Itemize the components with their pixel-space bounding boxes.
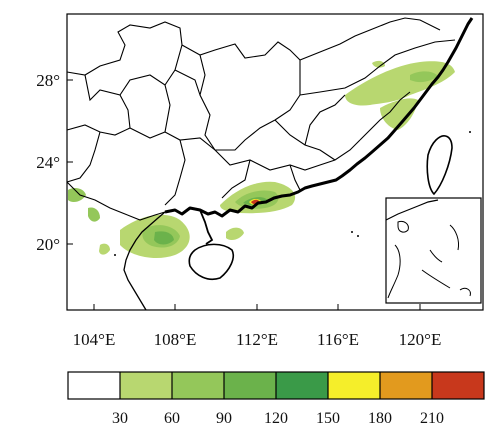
colorbar-swatch (172, 372, 224, 399)
taiwan-island (426, 135, 453, 196)
colorbar (67, 371, 485, 400)
x-tick-label: 116°E (317, 330, 359, 349)
colorbar-swatch (380, 372, 432, 399)
colorbar-label: 180 (368, 410, 392, 427)
axis-ticks (67, 79, 421, 310)
colorbar-label: 150 (316, 410, 340, 427)
colorbar-label: 30 (112, 410, 128, 427)
colorbar-label: 60 (164, 410, 180, 427)
y-tick-label: 28° (36, 71, 60, 90)
small-islands (114, 131, 471, 256)
rainfall-shading (68, 60, 455, 259)
colorbar-label: 120 (264, 410, 288, 427)
colorbar-swatch (328, 372, 380, 399)
x-tick-label: 112°E (236, 330, 278, 349)
inset-map (385, 197, 482, 304)
vietnam-coastline (123, 211, 166, 311)
leizhou-peninsula (199, 209, 214, 245)
country-border (66, 181, 166, 221)
x-tick-label: 120°E (399, 330, 442, 349)
colorbar-swatch (224, 372, 276, 399)
province-borders (66, 17, 456, 206)
hainan-island (188, 243, 235, 281)
colorbar-swatch (68, 372, 120, 399)
colorbar-label: 90 (216, 410, 232, 427)
x-tick-label: 108°E (154, 330, 197, 349)
y-tick-label: 24° (36, 153, 60, 172)
y-tick-label: 20° (36, 235, 60, 254)
china-coastline (164, 17, 474, 218)
colorbar-swatch (276, 372, 328, 399)
colorbar-label: 210 (420, 410, 444, 427)
x-tick-label: 104°E (73, 330, 116, 349)
colorbar-swatch (432, 372, 484, 399)
colorbar-swatch (120, 372, 172, 399)
